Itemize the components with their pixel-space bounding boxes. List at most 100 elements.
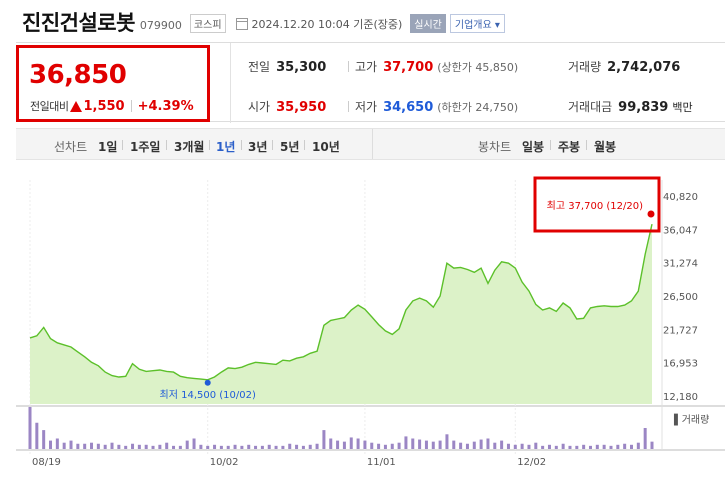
volume-bar: [185, 440, 189, 449]
candle-tab-monthly[interactable]: 월봉: [594, 140, 617, 154]
volume-bar: [226, 445, 230, 449]
period-tab-1y[interactable]: 1년: [216, 140, 236, 154]
volume-bar: [49, 440, 53, 449]
volume-bar: [363, 440, 367, 449]
volume-bar: [274, 445, 278, 449]
upper-limit: (상한가 45,850): [437, 59, 518, 75]
calendar-icon: [235, 17, 248, 30]
volume-bar: [131, 443, 135, 449]
chart-annotations: 최고 37,700 (12/20) 최저 14,500 (10/02): [160, 176, 661, 401]
volume-bar: [575, 445, 579, 449]
volume-bar: [178, 445, 182, 449]
candle-tab-weekly[interactable]: 주봉: [558, 140, 581, 154]
volume-bar: [137, 444, 141, 449]
volume-bar: [90, 442, 94, 449]
lower-limit-label: (하한가: [437, 101, 472, 114]
lower-limit: (하한가 24,750): [437, 99, 518, 115]
upper-limit-label: (상한가: [437, 61, 472, 74]
volume-bar: [643, 428, 647, 449]
period-tab-1w[interactable]: 1주일: [130, 140, 161, 154]
realtime-badge[interactable]: 실시간: [410, 14, 446, 33]
volume-bar: [356, 438, 360, 449]
volume-bar: [83, 443, 87, 449]
period-tab-5y[interactable]: 5년: [280, 140, 300, 154]
volume-bar: [124, 445, 128, 449]
volume-bar: [240, 445, 244, 449]
stat-amount: 거래대금 99,839 백만: [568, 98, 693, 115]
volume-bar: [554, 445, 558, 449]
volume-bar: [486, 438, 490, 449]
volume-bar: [520, 443, 524, 449]
stat-label: 시가: [248, 100, 271, 114]
volume-bar: [233, 444, 237, 449]
period-tab-3m[interactable]: 3개월: [174, 140, 205, 154]
volume-bar: [602, 444, 606, 449]
volume-bar: [110, 442, 114, 449]
volume-bar: [206, 445, 210, 449]
volume-bar: [568, 445, 572, 449]
candle-chart-label: 봉차트: [478, 140, 512, 154]
stat-label: 저가: [355, 100, 378, 114]
volume-bar: [377, 443, 381, 449]
volume-bar: [336, 440, 340, 449]
change-row: 전일대비 1,550 +4.39%: [30, 98, 194, 114]
x-tick-label: 10/02: [210, 457, 239, 468]
volume-bar: [500, 440, 504, 449]
volume-bar: [117, 444, 121, 449]
high-point-marker: [647, 210, 655, 218]
volume-bar: [588, 445, 592, 449]
volume-bar: [418, 439, 422, 449]
axis-labels: 08/19 10/02 11/01 12/02 40,820 36,047 31,274 26…: [32, 192, 709, 468]
volume-bar: [28, 407, 32, 449]
y-tick-label: 26,500: [663, 292, 698, 303]
volume-bar: [295, 444, 299, 449]
volume-bar: [172, 445, 176, 449]
candle-tab-daily[interactable]: 일봉: [522, 140, 545, 154]
volume-bar: [349, 437, 353, 449]
volume-bar: [288, 443, 292, 449]
volume-bar: [42, 430, 46, 449]
volume-bar: [465, 443, 469, 449]
market-badge: 코스피: [189, 14, 226, 33]
y-tick-label: 21,727: [663, 325, 698, 336]
divider: [209, 140, 210, 150]
stat-value: 35,950: [276, 100, 327, 115]
volume-bar: [247, 444, 251, 449]
stock-code: 079900: [139, 18, 182, 32]
company-overview-button[interactable]: 기업개요 ▾: [449, 14, 505, 33]
high-highlight-box: [533, 176, 661, 233]
divider: [272, 140, 273, 150]
volume-bar: [547, 444, 551, 449]
period-tab-1d[interactable]: 1일: [98, 140, 118, 154]
volume-bar: [534, 442, 538, 449]
divider: [550, 140, 551, 150]
datetime: 2024.12.20 10:04 기준(장중): [251, 17, 403, 31]
period-tab-10y[interactable]: 10년: [312, 140, 340, 154]
chart-tab-bar: 선차트 1일 1주일 3개월 1년 3년 5년 10년 봉차트 일봉 주봉 월봉: [16, 128, 725, 160]
volume-bar: [76, 443, 80, 449]
y-tick-label: 12,180: [663, 392, 698, 403]
upper-limit-value: 45,850): [475, 61, 519, 74]
price-chart[interactable]: 08/19 10/02 11/01 12/02 40,820 36,047 31,274 26…: [0, 160, 725, 495]
volume-bar: [472, 441, 476, 449]
stat-low: 저가 34,650 (하한가 24,750): [348, 98, 518, 115]
stat-value: 34,650: [383, 100, 434, 115]
divider: [586, 140, 587, 150]
period-tab-3y[interactable]: 3년: [248, 140, 268, 154]
volume-bar: [103, 444, 107, 449]
y-tick-label: 16,953: [663, 359, 698, 370]
divider: [241, 140, 242, 150]
lower-limit-value: 24,750): [475, 101, 519, 114]
stat-label: 고가: [355, 60, 378, 74]
volume-bar: [370, 442, 374, 449]
divider: [130, 100, 132, 112]
up-arrow-icon: [70, 100, 83, 112]
volume-bar: [438, 440, 442, 449]
volume-bar: [308, 444, 312, 449]
volume-bar: [527, 444, 531, 449]
stock-name: 진진건설로봇: [22, 11, 135, 35]
stat-high: 고가 37,700 (상한가 45,850): [348, 58, 518, 75]
volume-bar: [650, 441, 654, 449]
volume-bar: [493, 442, 497, 449]
stat-open: 시가 35,950: [248, 98, 326, 115]
